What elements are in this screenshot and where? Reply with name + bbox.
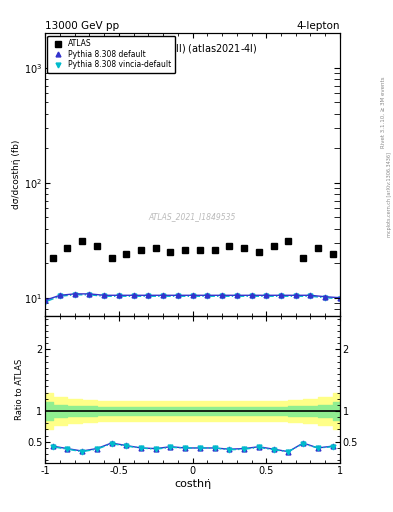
- Pythia 8.308 vincia-default: [308, 293, 313, 300]
- Pythia 8.308 vincia-default: [116, 293, 121, 300]
- ATLAS: [50, 255, 55, 262]
- ATLAS: [271, 243, 276, 249]
- Pythia 8.308 vincia-default: [146, 293, 151, 300]
- Pythia 8.308 default: [338, 294, 342, 301]
- Text: 4-lepton: 4-lepton: [296, 20, 340, 31]
- Y-axis label: Ratio to ATLAS: Ratio to ATLAS: [15, 359, 24, 420]
- Pythia 8.308 vincia-default: [338, 295, 342, 302]
- Pythia 8.308 default: [43, 297, 48, 303]
- Pythia 8.308 default: [293, 292, 298, 298]
- ATLAS: [301, 255, 305, 262]
- Line: Pythia 8.308 default: Pythia 8.308 default: [43, 291, 342, 303]
- ATLAS: [227, 243, 232, 249]
- Pythia 8.308 default: [175, 292, 180, 298]
- ATLAS: [257, 249, 261, 255]
- Pythia 8.308 default: [323, 294, 328, 300]
- Legend: ATLAS, Pythia 8.308 default, Pythia 8.308 vincia-default: ATLAS, Pythia 8.308 default, Pythia 8.30…: [48, 35, 175, 73]
- Pythia 8.308 default: [220, 292, 224, 298]
- Pythia 8.308 vincia-default: [43, 299, 48, 305]
- Pythia 8.308 default: [72, 291, 77, 297]
- ATLAS: [183, 247, 187, 253]
- Text: 13000 GeV pp: 13000 GeV pp: [45, 20, 119, 31]
- Pythia 8.308 vincia-default: [175, 293, 180, 300]
- Text: ATLAS_2021_I1849535: ATLAS_2021_I1849535: [149, 212, 236, 221]
- Pythia 8.308 default: [87, 291, 92, 297]
- Pythia 8.308 default: [116, 292, 121, 298]
- Pythia 8.308 default: [234, 292, 239, 298]
- ATLAS: [124, 251, 129, 257]
- Pythia 8.308 default: [161, 292, 165, 298]
- Pythia 8.308 vincia-default: [72, 292, 77, 298]
- ATLAS: [80, 238, 84, 244]
- ATLAS: [65, 245, 70, 251]
- Pythia 8.308 default: [308, 292, 313, 298]
- Pythia 8.308 vincia-default: [205, 293, 210, 300]
- Text: mcplots.cern.ch [arXiv:1306.3436]: mcplots.cern.ch [arXiv:1306.3436]: [387, 152, 392, 237]
- Pythia 8.308 vincia-default: [131, 293, 136, 300]
- Pythia 8.308 vincia-default: [102, 293, 107, 300]
- Pythia 8.308 default: [102, 292, 107, 298]
- Text: cos#th$\dot{\eta}$ (ll) (atlas2021-4l): cos#th$\dot{\eta}$ (ll) (atlas2021-4l): [128, 42, 257, 57]
- Pythia 8.308 default: [190, 292, 195, 298]
- Line: ATLAS: ATLAS: [50, 238, 336, 262]
- ATLAS: [330, 251, 335, 257]
- Pythia 8.308 vincia-default: [87, 292, 92, 298]
- Pythia 8.308 vincia-default: [234, 293, 239, 300]
- Pythia 8.308 default: [279, 292, 283, 298]
- ATLAS: [198, 247, 202, 253]
- Pythia 8.308 default: [146, 292, 151, 298]
- Pythia 8.308 vincia-default: [220, 293, 224, 300]
- X-axis label: costhη̇: costhη̇: [174, 479, 211, 489]
- ATLAS: [168, 249, 173, 255]
- Pythia 8.308 vincia-default: [264, 293, 269, 300]
- ATLAS: [242, 245, 246, 251]
- Pythia 8.308 vincia-default: [161, 293, 165, 300]
- Pythia 8.308 default: [205, 292, 210, 298]
- Pythia 8.308 default: [57, 292, 62, 298]
- Text: Rivet 3.1.10, ≥ 3M events: Rivet 3.1.10, ≥ 3M events: [381, 77, 386, 148]
- Pythia 8.308 vincia-default: [57, 293, 62, 300]
- ATLAS: [212, 247, 217, 253]
- Line: Pythia 8.308 vincia-default: Pythia 8.308 vincia-default: [43, 292, 342, 304]
- ATLAS: [109, 255, 114, 262]
- Pythia 8.308 default: [249, 292, 254, 298]
- ATLAS: [316, 245, 320, 251]
- Pythia 8.308 default: [264, 292, 269, 298]
- ATLAS: [94, 243, 99, 249]
- ATLAS: [139, 247, 143, 253]
- Pythia 8.308 default: [131, 292, 136, 298]
- Pythia 8.308 vincia-default: [190, 293, 195, 300]
- Pythia 8.308 vincia-default: [279, 293, 283, 300]
- Y-axis label: dσ/dcosthη̇ (fb): dσ/dcosthη̇ (fb): [12, 140, 21, 209]
- ATLAS: [153, 245, 158, 251]
- ATLAS: [286, 238, 291, 244]
- Pythia 8.308 vincia-default: [249, 293, 254, 300]
- Pythia 8.308 vincia-default: [323, 294, 328, 301]
- Pythia 8.308 vincia-default: [293, 293, 298, 300]
